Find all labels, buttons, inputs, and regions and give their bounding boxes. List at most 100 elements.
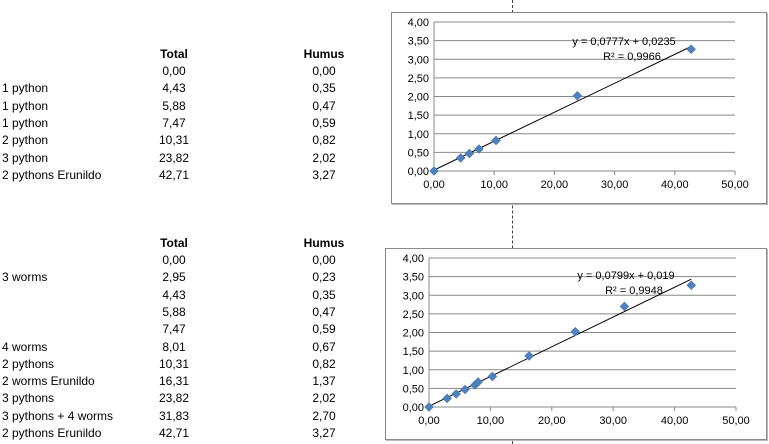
humus-cell: 0,35	[312, 287, 336, 302]
data-point	[460, 384, 470, 395]
total-cell: 4,43	[162, 81, 186, 96]
humus-cell: 0,67	[312, 339, 336, 354]
y-tick-label: 4,00	[408, 17, 429, 29]
total-cell: 0,00	[162, 253, 186, 267]
header-humus: Humus	[303, 236, 345, 250]
humus-cell: 0,59	[312, 322, 336, 337]
data-point	[464, 148, 475, 159]
row-label: 1 python	[2, 98, 49, 113]
chart-1-container[interactable]: 0,00 0,50 1,00 1,50 2,00 2,50 3,00 3,50 4,00 0,00…	[391, 12, 767, 204]
trendline	[433, 46, 692, 171]
data-point	[424, 402, 434, 412]
total-cell: 4,43	[162, 287, 186, 302]
data-point	[442, 393, 452, 404]
x-tick-label: 30,00	[601, 179, 629, 191]
y-tick-label: 3,00	[408, 54, 429, 66]
y-tick-label: 0,50	[403, 383, 424, 395]
trendline-equation: y = 0,0799x + 0,019	[577, 270, 674, 282]
row-label: 1 python	[2, 115, 49, 130]
row-label: 3 pythons + 4 worms	[2, 408, 114, 423]
trendline	[428, 278, 692, 407]
total-cell: 5,88	[162, 98, 186, 113]
total-cell: 16,31	[158, 374, 190, 389]
x-tick-label: 20,00	[538, 415, 566, 427]
x-tick-label: 0,00	[418, 415, 439, 427]
humus-cell: 0,35	[312, 81, 336, 96]
row-label: 2 pythons Erunildo	[2, 426, 102, 440]
row-label: 1 python	[2, 81, 49, 96]
x-tick-label: 10,00	[480, 179, 508, 191]
humus-cell: 0,00	[312, 64, 336, 78]
y-tick-label: 1,50	[403, 346, 424, 358]
humus-cell: 3,27	[312, 167, 336, 182]
total-cell: 7,47	[162, 115, 186, 130]
row-label: 3 worms	[2, 270, 48, 285]
y-tick-label: 2,00	[403, 328, 424, 340]
humus-cell: 1,37	[312, 374, 336, 389]
data-point	[572, 90, 583, 101]
x-tick-label: 30,00	[599, 415, 627, 427]
scatter-chart-1: 0,00 0,50 1,00 1,50 2,00 2,50 3,00 3,50 4,00 0,00…	[408, 17, 749, 191]
y-tick-label: 1,00	[408, 129, 429, 141]
humus-cell: 3,27	[312, 426, 336, 440]
humus-cell: 2,70	[312, 408, 336, 423]
data-point	[686, 280, 697, 291]
total-cell: 10,31	[158, 133, 190, 148]
x-tick-label: 40,00	[661, 179, 689, 191]
x-tick-label: 40,00	[661, 415, 689, 427]
chart-2-container[interactable]: 0,00 0,50 1,00 1,50 2,00 2,50 3,00 3,50 4,00 0,00…	[385, 248, 767, 440]
humus-cell: 0,82	[312, 356, 336, 371]
r-squared-label: R² = 0,9966	[603, 51, 661, 63]
data-point	[429, 166, 439, 176]
y-tick-label: 3,50	[403, 272, 424, 284]
y-tick-label: 4,00	[403, 253, 424, 265]
total-cell: 42,71	[158, 167, 190, 182]
total-cell: 23,82	[158, 391, 190, 406]
humus-cell: 0,82	[312, 133, 336, 148]
data-point	[686, 44, 696, 55]
total-cell: 7,47	[162, 322, 186, 337]
data-point	[491, 135, 501, 146]
x-tick-label: 50,00	[722, 415, 750, 427]
data-point	[619, 301, 630, 312]
header-humus: Humus	[303, 47, 345, 61]
y-tick-label: 3,50	[408, 36, 429, 48]
total-cell: 31,83	[158, 408, 190, 423]
total-cell: 5,88	[162, 304, 186, 319]
humus-cell: 2,02	[312, 391, 336, 406]
scatter-chart-2: 0,00 0,50 1,00 1,50 2,00 2,50 3,00 3,50 4,00 0,00…	[403, 253, 750, 427]
humus-cell: 0,23	[312, 270, 336, 285]
humus-cell: 2,02	[312, 150, 336, 165]
row-label: 2 pythons Erunildo	[2, 167, 102, 182]
y-tick-label: 0,50	[408, 147, 429, 159]
row-label: 2 worms Erunildo	[2, 374, 95, 389]
data-point	[455, 153, 466, 163]
x-tick-label: 50,00	[721, 179, 749, 191]
y-tick-label: 2,00	[408, 92, 429, 104]
total-cell: 8,01	[162, 339, 186, 354]
total-cell: 0,00	[162, 64, 186, 78]
humus-cell: 0,00	[312, 253, 336, 267]
data-point	[524, 351, 534, 361]
x-tick-label: 0,00	[423, 179, 444, 191]
data-point	[451, 389, 462, 399]
row-label: 3 pythons	[2, 391, 55, 406]
row-label: 2 python	[2, 133, 49, 148]
humus-cell: 0,47	[312, 304, 336, 319]
y-tick-label: 0,00	[403, 402, 424, 414]
data-point	[487, 371, 498, 382]
r-squared-label: R² = 0,9948	[605, 285, 663, 297]
row-label: 4 worms	[2, 339, 48, 354]
row-label: 3 python	[2, 150, 49, 165]
header-total: Total	[160, 47, 188, 61]
y-tick-label: 3,00	[403, 290, 424, 302]
humus-cell: 0,47	[312, 98, 336, 113]
humus-cell: 0,59	[312, 115, 336, 130]
page-break-line	[512, 0, 513, 444]
y-tick-label: 1,50	[408, 110, 429, 122]
total-cell: 10,31	[158, 356, 190, 371]
x-tick-label: 10,00	[477, 415, 505, 427]
data-point	[473, 377, 484, 387]
y-tick-label: 2,50	[403, 309, 424, 321]
y-tick-label: 1,00	[403, 365, 424, 377]
